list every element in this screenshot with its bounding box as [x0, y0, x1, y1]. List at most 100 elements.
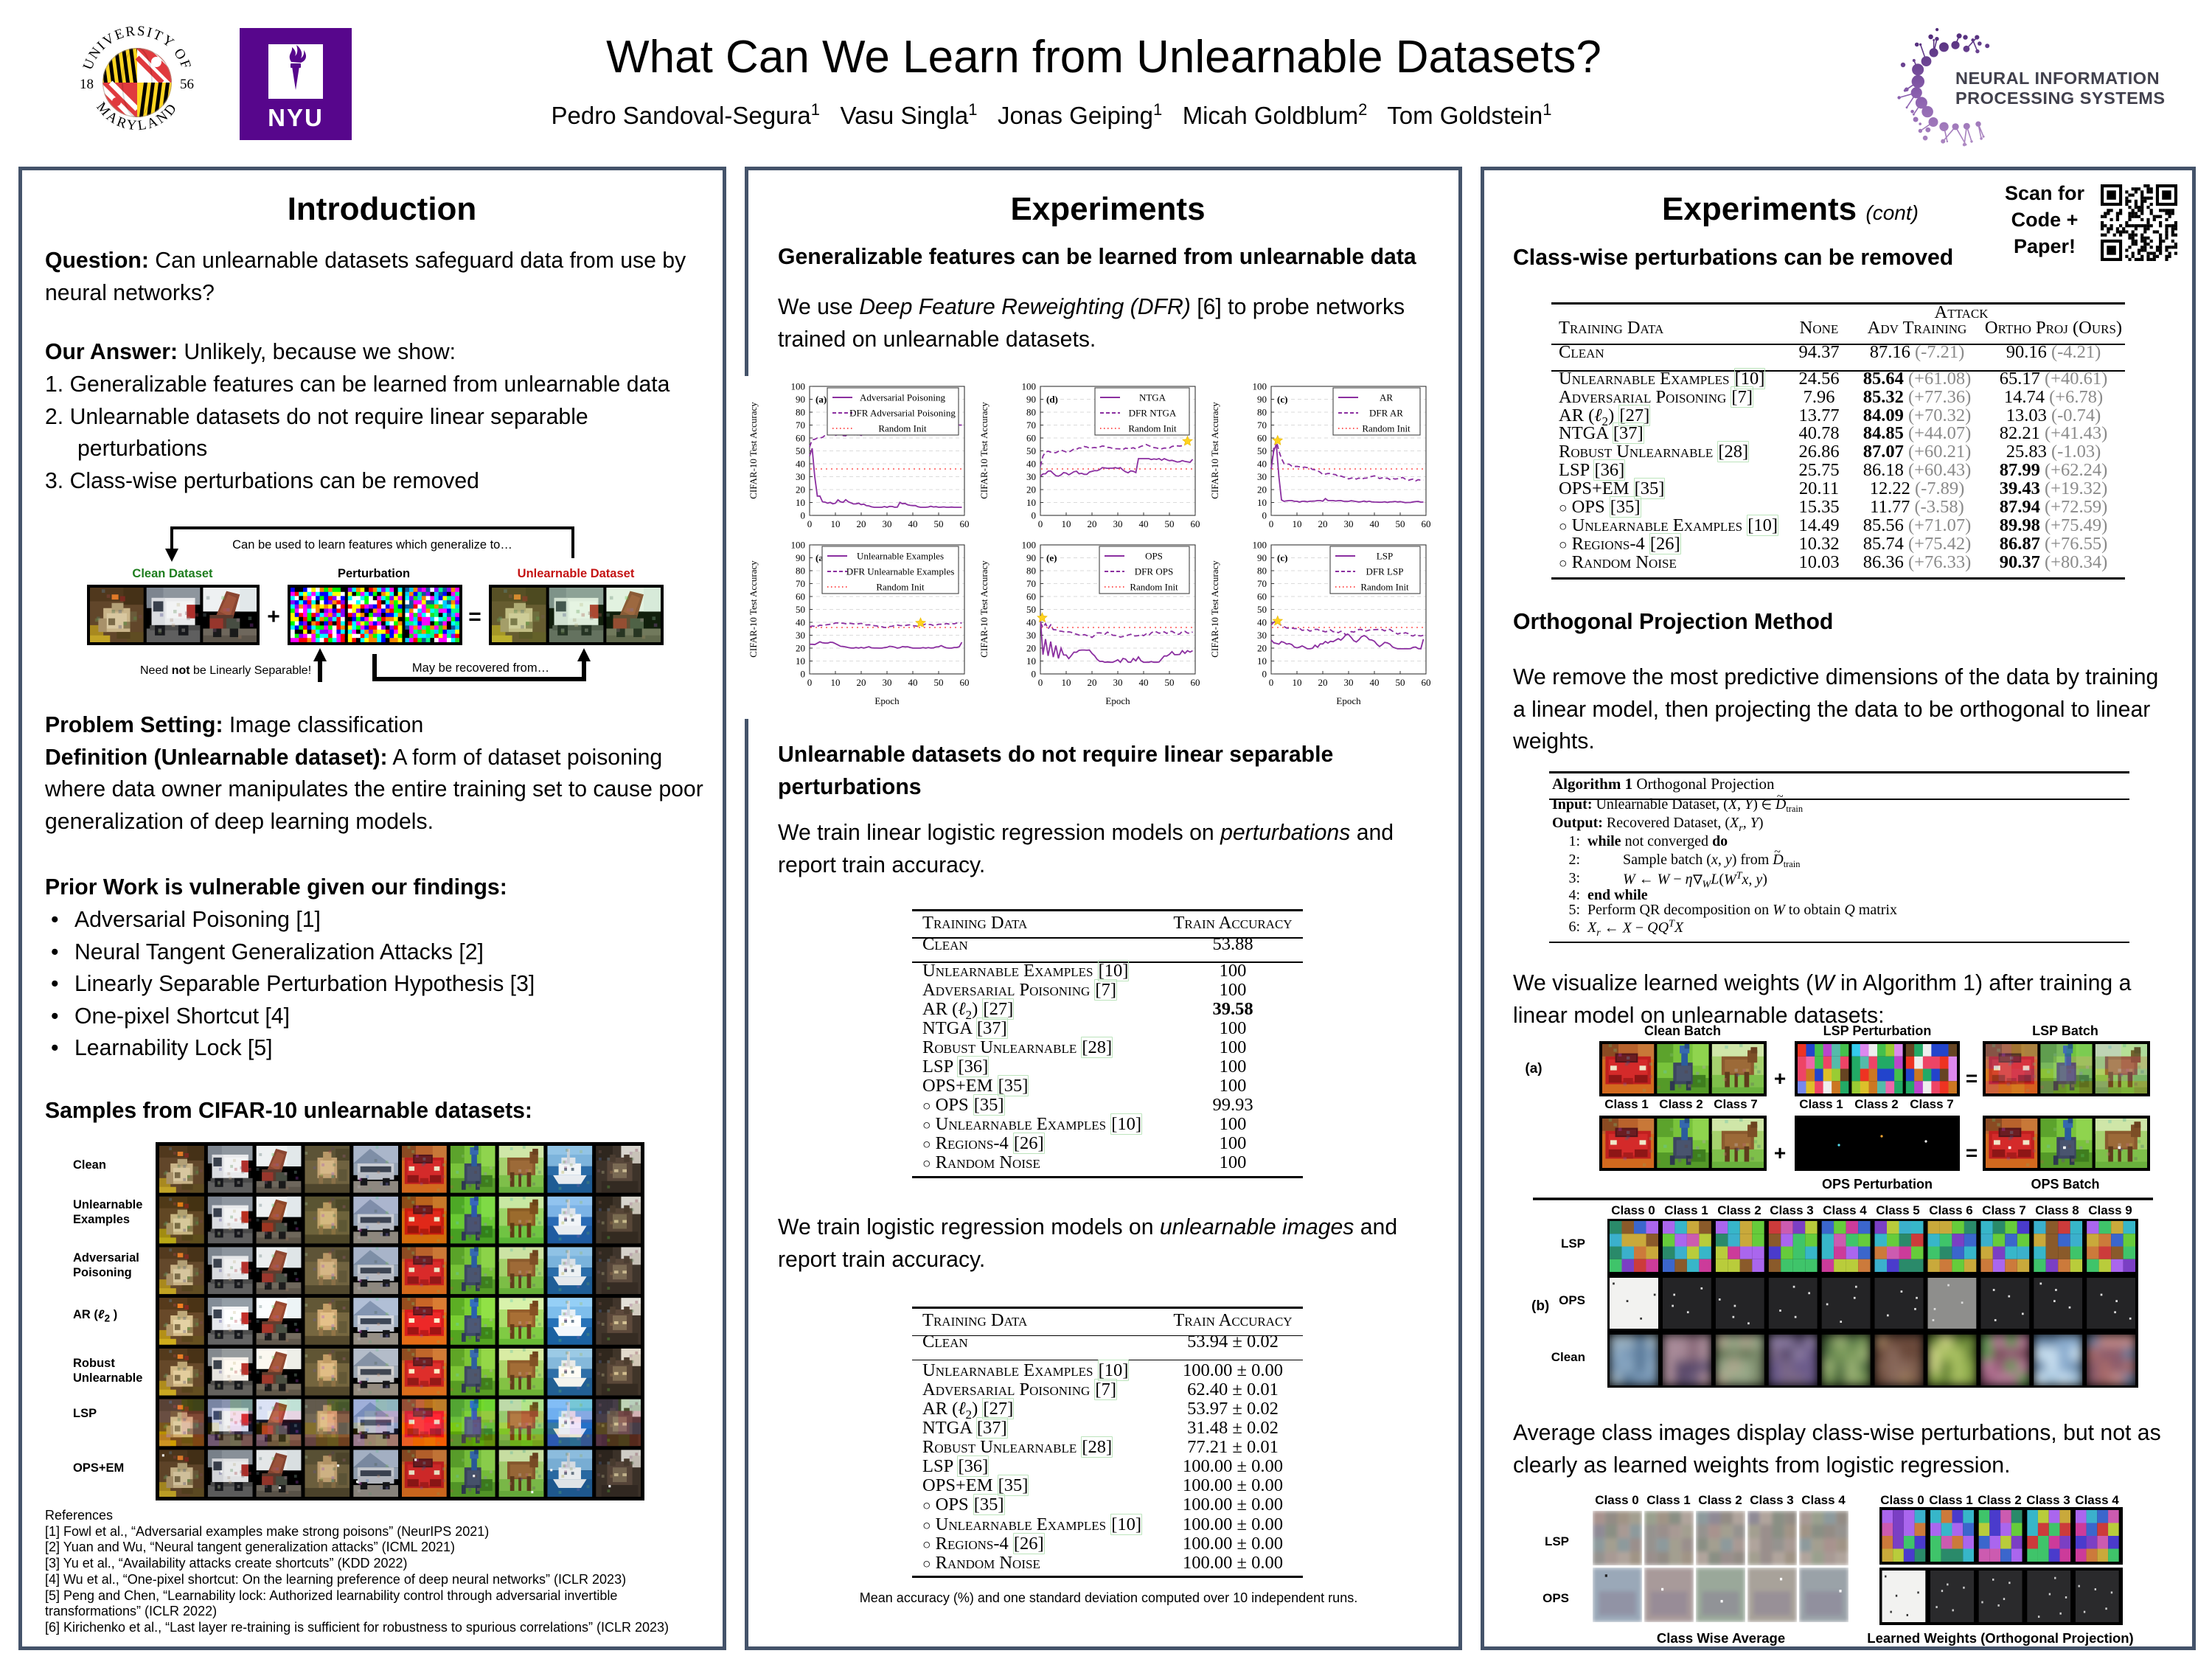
- svg-text:Class 4: Class 4: [1801, 1493, 1846, 1507]
- svg-text:20: 20: [1257, 643, 1267, 654]
- svg-text:20: 20: [1088, 677, 1097, 688]
- svg-text:10: 10: [1293, 518, 1302, 529]
- svg-text:40: 40: [1139, 518, 1149, 529]
- svg-text:80: 80: [1257, 566, 1267, 577]
- svg-text:50: 50: [1026, 604, 1036, 615]
- svg-text:AR: AR: [1380, 392, 1393, 403]
- svg-text:NEURAL INFORMATION: NEURAL INFORMATION: [1955, 69, 2160, 88]
- svg-text:60: 60: [960, 677, 970, 688]
- svg-text:100: 100: [1022, 381, 1037, 392]
- svg-text:Class 1: Class 1: [1646, 1493, 1691, 1507]
- svg-text:10: 10: [831, 677, 841, 688]
- svg-text:Need not be Linearly Separable: Need not be Linearly Separable!: [140, 664, 311, 677]
- svg-text:Class 3: Class 3: [1750, 1493, 1794, 1507]
- svg-text:Class 2: Class 2: [1659, 1097, 1703, 1111]
- svg-text:Class 0: Class 0: [1595, 1493, 1639, 1507]
- svg-text:30: 30: [1113, 677, 1123, 688]
- svg-text:May be recovered from…: May be recovered from…: [412, 661, 549, 675]
- svg-text:Class 6: Class 6: [1929, 1203, 1973, 1217]
- svg-text:70: 70: [796, 420, 805, 431]
- svg-text:Class Wise Average: Class Wise Average: [1657, 1630, 1785, 1646]
- svg-text:40: 40: [908, 518, 918, 529]
- svg-text:OPS: OPS: [1559, 1293, 1585, 1307]
- svg-text:(a): (a): [815, 394, 827, 405]
- svg-text:10: 10: [1293, 677, 1302, 688]
- svg-text:0: 0: [1262, 510, 1267, 521]
- svg-text:PROCESSING SYSTEMS: PROCESSING SYSTEMS: [1955, 88, 2166, 108]
- svg-text:Class 5: Class 5: [1876, 1203, 1920, 1217]
- svg-text:60: 60: [1191, 677, 1200, 688]
- svg-text:80: 80: [1026, 407, 1036, 418]
- svg-text:Class 3: Class 3: [2026, 1493, 2070, 1507]
- svg-text:60: 60: [960, 518, 970, 529]
- svg-text:LSP: LSP: [1561, 1237, 1585, 1251]
- svg-text:NYU: NYU: [268, 104, 324, 131]
- svg-text:Epoch: Epoch: [1105, 695, 1130, 706]
- svg-text:70: 70: [1026, 578, 1036, 589]
- svg-text:20: 20: [1088, 518, 1097, 529]
- svg-text:DFR AR: DFR AR: [1369, 408, 1403, 419]
- svg-text:60: 60: [1257, 591, 1267, 602]
- svg-text:DFR NTGA: DFR NTGA: [1129, 408, 1177, 419]
- svg-text:30: 30: [796, 630, 805, 641]
- svg-text:10: 10: [796, 655, 805, 667]
- svg-text:Class 0: Class 0: [1880, 1493, 1924, 1507]
- svg-text:10: 10: [831, 518, 841, 529]
- svg-text:40: 40: [908, 677, 918, 688]
- svg-text:10: 10: [1257, 497, 1267, 508]
- svg-text:60: 60: [796, 591, 805, 602]
- svg-text:40: 40: [1026, 617, 1036, 628]
- svg-text:20: 20: [1257, 484, 1267, 495]
- svg-text:DFR LSP: DFR LSP: [1366, 566, 1404, 577]
- svg-text:10: 10: [1026, 497, 1036, 508]
- svg-text:90: 90: [1026, 394, 1036, 405]
- svg-text:10: 10: [1062, 518, 1071, 529]
- svg-text:20: 20: [857, 518, 866, 529]
- svg-text:(a): (a): [1525, 1061, 1542, 1077]
- svg-text:40: 40: [796, 617, 805, 628]
- svg-text:Class 1: Class 1: [1799, 1097, 1843, 1111]
- svg-text:30: 30: [1257, 471, 1267, 482]
- svg-text:50: 50: [1257, 445, 1267, 456]
- svg-text:20: 20: [796, 484, 805, 495]
- svg-text:50: 50: [1396, 677, 1405, 688]
- svg-text:Class 7: Class 7: [1982, 1203, 2026, 1217]
- svg-text:CIFAR-10 Test Accuracy: CIFAR-10 Test Accuracy: [978, 402, 990, 499]
- svg-text:20: 20: [796, 643, 805, 654]
- svg-text:10: 10: [1026, 655, 1036, 667]
- svg-text:Learned Weights (Orthogonal Pr: Learned Weights (Orthogonal Projection): [1867, 1630, 2133, 1646]
- svg-text:90: 90: [1257, 552, 1267, 563]
- svg-text:CIFAR-10 Test Accuracy: CIFAR-10 Test Accuracy: [748, 402, 759, 499]
- svg-text:10: 10: [796, 497, 805, 508]
- svg-text:+: +: [1774, 1067, 1786, 1090]
- svg-text:0: 0: [1262, 669, 1267, 680]
- svg-text:100: 100: [791, 540, 806, 551]
- svg-text:30: 30: [1026, 630, 1036, 641]
- svg-text:30: 30: [1344, 677, 1354, 688]
- svg-text:(d): (d): [1046, 394, 1058, 405]
- svg-text:60: 60: [1422, 518, 1431, 529]
- svg-text:(b): (b): [1531, 1298, 1549, 1314]
- svg-text:10: 10: [1257, 655, 1267, 667]
- svg-text:Random Init: Random Init: [876, 582, 925, 593]
- svg-text:30: 30: [1257, 630, 1267, 641]
- svg-text:CIFAR-10 Test Accuracy: CIFAR-10 Test Accuracy: [978, 560, 990, 658]
- svg-text:100: 100: [1022, 540, 1037, 551]
- svg-text:60: 60: [1422, 677, 1431, 688]
- svg-text:50: 50: [796, 604, 805, 615]
- svg-text:Class 2: Class 2: [1854, 1097, 1899, 1111]
- svg-text:50: 50: [1396, 518, 1405, 529]
- svg-text:LSP: LSP: [1377, 551, 1393, 562]
- svg-text:Class 1: Class 1: [1664, 1203, 1708, 1217]
- svg-text:0: 0: [1038, 677, 1043, 688]
- svg-text:0: 0: [807, 677, 813, 688]
- svg-text:Class 4: Class 4: [1823, 1203, 1867, 1217]
- svg-text:Random Init: Random Init: [878, 423, 927, 434]
- svg-text:Clean Batch: Clean Batch: [1644, 1023, 1721, 1038]
- svg-text:40: 40: [1257, 617, 1267, 628]
- svg-text:40: 40: [1257, 459, 1267, 470]
- svg-text:40: 40: [1139, 677, 1149, 688]
- svg-text:50: 50: [934, 677, 944, 688]
- svg-text:30: 30: [796, 471, 805, 482]
- svg-text:DFR Unlearnable Examples: DFR Unlearnable Examples: [846, 566, 955, 577]
